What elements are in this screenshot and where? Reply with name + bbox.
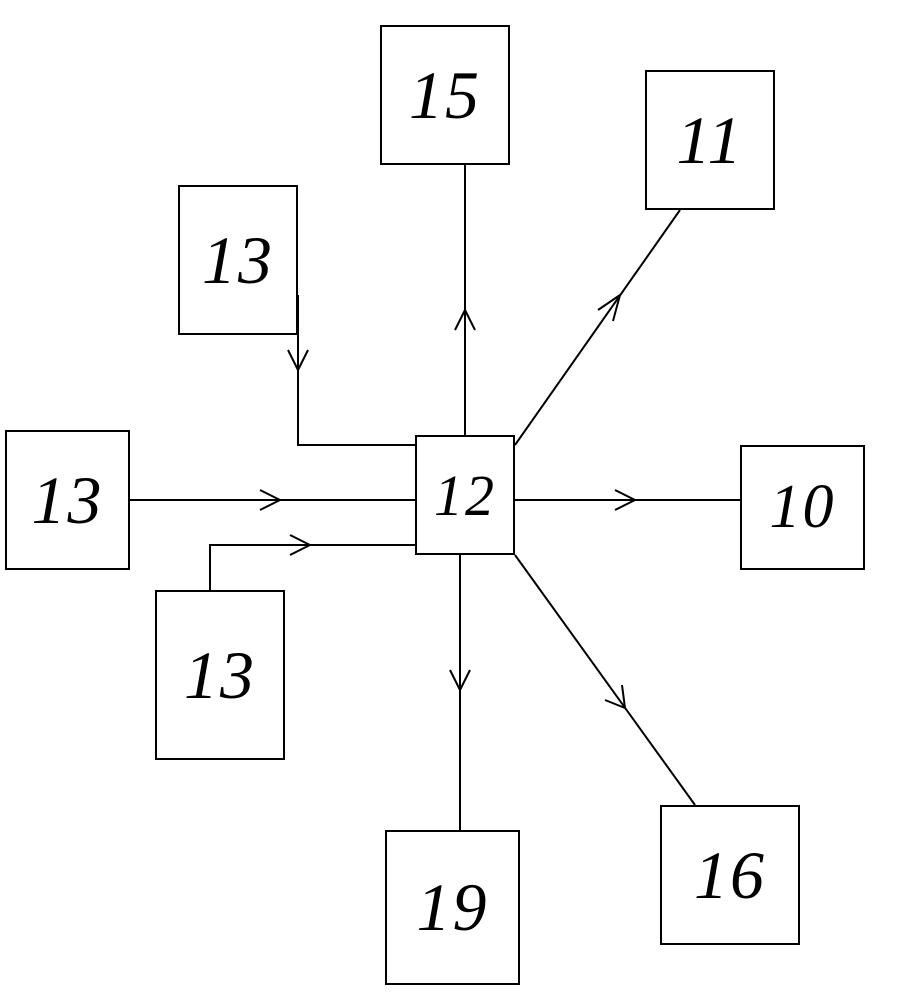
node-n10: 10 bbox=[740, 445, 865, 570]
node-n15: 15 bbox=[380, 25, 510, 165]
node-n16: 16 bbox=[660, 805, 800, 945]
node-n13c: 13 bbox=[155, 590, 285, 760]
node-label-n13b: 13 bbox=[32, 461, 104, 540]
node-n13a: 13 bbox=[178, 185, 298, 335]
node-n13b: 13 bbox=[5, 430, 130, 570]
node-label-n13a: 13 bbox=[202, 221, 274, 300]
node-label-n13c: 13 bbox=[184, 636, 256, 715]
node-label-n19: 19 bbox=[417, 868, 489, 947]
edge-center-n16 bbox=[515, 555, 695, 805]
edge-center-n11 bbox=[515, 210, 680, 445]
node-n19: 19 bbox=[385, 830, 520, 985]
node-label-center: 12 bbox=[434, 462, 496, 529]
node-label-n11: 11 bbox=[677, 101, 744, 180]
edge-n13c-center bbox=[210, 545, 415, 590]
node-n11: 11 bbox=[645, 70, 775, 210]
node-label-n10: 10 bbox=[770, 472, 836, 543]
node-center: 12 bbox=[415, 435, 515, 555]
node-label-n16: 16 bbox=[694, 836, 766, 915]
node-label-n15: 15 bbox=[409, 56, 481, 135]
edge-n13a-center bbox=[298, 295, 415, 445]
